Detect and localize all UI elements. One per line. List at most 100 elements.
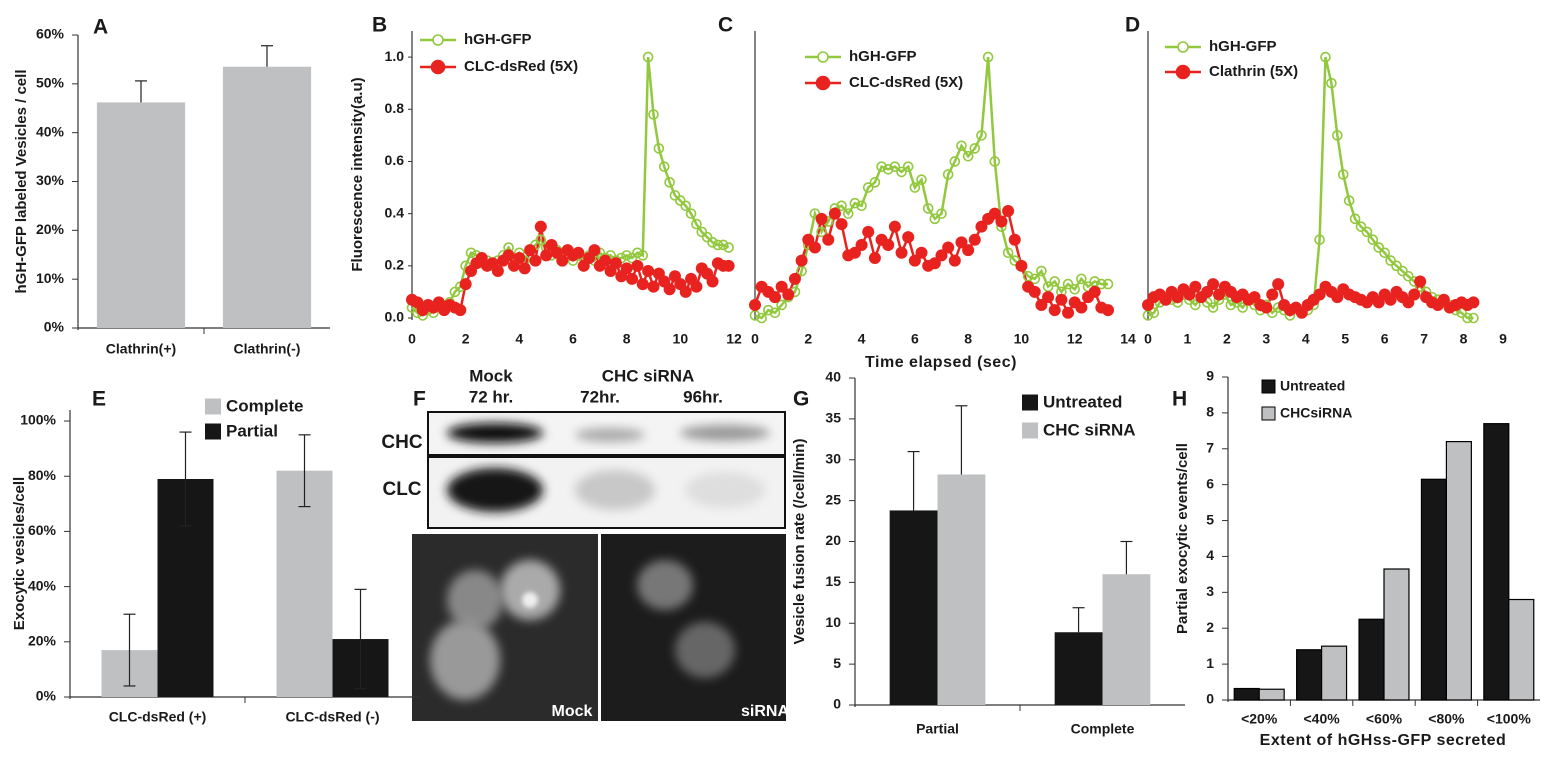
legend-swatch [1261, 379, 1276, 394]
y-axis-label: Vesicle fusion rate (/cell/min) [791, 439, 808, 645]
point [502, 249, 515, 262]
panel-label: B [372, 14, 387, 37]
x-tick-label: <20% [1241, 711, 1278, 727]
bar [889, 510, 938, 705]
point [572, 246, 585, 259]
point [1029, 273, 1041, 285]
x-tick-label: 7 [1420, 331, 1428, 347]
point [862, 225, 875, 238]
y-tick-label: 35 [825, 410, 841, 426]
point [928, 257, 941, 270]
y-tick-label: 10% [36, 270, 65, 286]
cell [637, 560, 693, 610]
point [763, 304, 774, 316]
y-tick-label: 5 [1206, 511, 1214, 527]
y-tick-label: 0% [36, 688, 57, 704]
point [1462, 312, 1473, 324]
y-tick-label: 40% [36, 123, 65, 139]
point [491, 265, 504, 278]
point [524, 244, 537, 257]
image-label: Mock [552, 703, 593, 720]
point [802, 233, 815, 246]
x-tick-label: 4 [1302, 331, 1310, 347]
point [1349, 213, 1361, 225]
point [653, 143, 665, 154]
y-tick-label: 3 [1206, 583, 1214, 599]
point [882, 238, 895, 251]
point [868, 251, 881, 264]
point [1088, 285, 1101, 298]
point [848, 246, 861, 259]
point [822, 233, 835, 246]
legend-marker [817, 51, 829, 63]
y-axis-label: hGH-GFP labeled Vesicles / cell [13, 70, 30, 294]
point [1049, 276, 1061, 287]
cell [447, 570, 503, 630]
bar [1508, 598, 1535, 701]
y-tick-label: 6 [1206, 475, 1214, 491]
point [915, 246, 928, 259]
point [1015, 259, 1028, 272]
point [1225, 299, 1237, 311]
y-tick-label: 40 [825, 369, 841, 385]
legend-marker [1175, 64, 1191, 80]
point [788, 272, 801, 285]
y-tick-label: 0 [1206, 691, 1214, 707]
point [626, 272, 639, 285]
point [664, 177, 675, 188]
point [948, 254, 961, 267]
point [1332, 130, 1343, 141]
point [647, 280, 660, 293]
point [685, 208, 697, 219]
x-tick-label: Clathrin(-) [234, 341, 301, 357]
x-axis-label: Extent of hGHss-GFP secreted [1260, 732, 1507, 749]
point [1314, 234, 1325, 246]
point [1260, 301, 1273, 314]
point [775, 280, 788, 293]
y-axis-label: Fluorescence intensity(a.u) [349, 77, 366, 271]
point [1272, 278, 1285, 291]
y-tick-label: 60% [36, 26, 65, 42]
x-tick-label: CLC-dsRed (+) [109, 709, 207, 725]
bar [1102, 574, 1151, 705]
y-tick-label: 25 [825, 491, 841, 507]
legend-swatch [1261, 406, 1276, 421]
point [1367, 234, 1379, 246]
x-tick-label: 6 [911, 331, 919, 347]
point [1326, 77, 1337, 89]
blot-panel: F Mock 72 hr. CHC siRNA 72hr. 96hr. CHC … [381, 366, 789, 721]
x-tick-label: 2 [462, 331, 470, 347]
point [942, 241, 955, 254]
point [1062, 278, 1074, 290]
point [982, 51, 994, 63]
point [995, 215, 1008, 228]
y-tick-label: 4 [1206, 547, 1214, 563]
point [658, 161, 670, 172]
y-tick-label: 0.6 [385, 152, 405, 168]
legend-label: Complete [226, 396, 303, 415]
x-tick-label: Complete [1071, 721, 1135, 737]
point [1207, 302, 1219, 313]
x-tick-label: 12 [726, 331, 742, 347]
point [769, 307, 781, 319]
legend-label: hGH-GFP [464, 31, 532, 48]
point [828, 207, 841, 220]
point [632, 247, 643, 259]
point [454, 304, 467, 317]
bar [96, 102, 186, 328]
x-tick-label: 5 [1341, 331, 1349, 347]
point [956, 140, 967, 152]
point [1468, 312, 1479, 324]
point [518, 262, 531, 275]
y-axis-label: Partial exocytic events/cell [1174, 443, 1191, 634]
x-tick-label: 1 [1184, 331, 1192, 347]
point [969, 143, 981, 154]
point [529, 254, 542, 267]
panel-label: D [1125, 14, 1140, 37]
y-tick-label: 0.8 [385, 100, 405, 116]
point [808, 241, 821, 254]
legend-label: CLC-dsRed (5X) [849, 74, 963, 91]
y-tick-label: 20% [36, 221, 65, 237]
point [648, 109, 659, 120]
band [685, 472, 765, 508]
